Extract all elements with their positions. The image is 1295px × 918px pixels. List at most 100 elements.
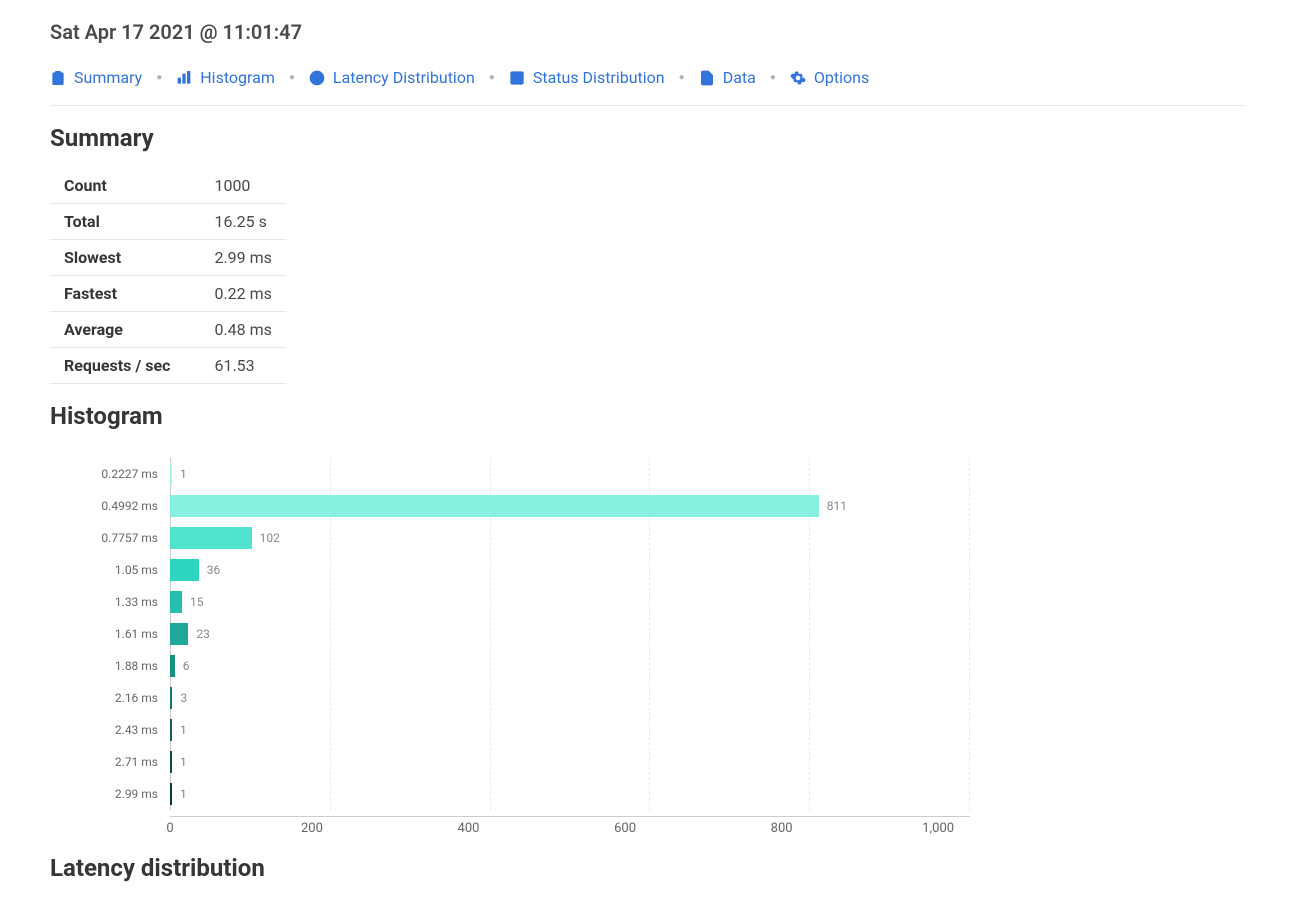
histogram-bar-row: 811 [170, 490, 970, 522]
table-row: Average0.48 ms [50, 312, 286, 348]
summary-table: Count1000Total16.25 sSlowest2.99 msFaste… [50, 168, 286, 384]
tab-options-label: Options [814, 68, 869, 87]
summary-label: Total [50, 204, 200, 240]
table-row: Total16.25 s [50, 204, 286, 240]
histogram-x-axis-wrap: 02004006008001,000 [170, 816, 970, 836]
histogram-x-tick: 200 [301, 821, 323, 836]
histogram-bar-row: 1 [170, 746, 970, 778]
histogram-bar [170, 687, 172, 709]
histogram-bar-value: 23 [196, 627, 210, 641]
histogram-bar [170, 495, 819, 517]
gear-icon [790, 70, 806, 86]
tab-options[interactable]: Options [790, 68, 869, 87]
summary-value: 16.25 s [200, 204, 285, 240]
tab-status-label: Status Distribution [533, 68, 665, 87]
tab-status[interactable]: Status Distribution [509, 68, 665, 87]
histogram-x-tick: 1,000 [922, 821, 954, 836]
histogram-bar-value: 6 [183, 659, 190, 673]
histogram-y-label: 2.99 ms [50, 778, 158, 810]
histogram-bar-row: 1 [170, 714, 970, 746]
histogram-chart: 0.2227 ms0.4992 ms0.7757 ms1.05 ms1.33 m… [50, 458, 1245, 810]
summary-value: 2.99 ms [200, 240, 285, 276]
summary-label: Average [50, 312, 200, 348]
histogram-bar-value: 36 [207, 563, 221, 577]
nav-separator: ● [770, 72, 776, 83]
summary-value: 1000 [200, 168, 285, 204]
histogram-bar-row: 15 [170, 586, 970, 618]
histogram-y-labels: 0.2227 ms0.4992 ms0.7757 ms1.05 ms1.33 m… [50, 458, 170, 810]
summary-label: Count [50, 168, 200, 204]
histogram-y-label: 2.16 ms [50, 682, 158, 714]
summary-label: Requests / sec [50, 348, 200, 384]
histogram-bar [170, 751, 172, 773]
tab-latency-label: Latency Distribution [333, 68, 475, 87]
tab-histogram-label: Histogram [200, 68, 275, 87]
histogram-bar-value: 1 [180, 755, 187, 769]
nav-tabs: Summary ● Histogram ● Latency Distributi… [50, 68, 1245, 106]
page-timestamp: Sat Apr 17 2021 @ 11:01:47 [50, 20, 1245, 44]
histogram-x-axis: 02004006008001,000 [170, 816, 970, 836]
tab-data-label: Data [723, 68, 756, 87]
histogram-bar-value: 811 [827, 499, 847, 513]
tab-summary[interactable]: Summary [50, 68, 142, 87]
summary-value: 0.48 ms [200, 312, 285, 348]
table-row: Requests / sec61.53 [50, 348, 286, 384]
clock-icon [309, 70, 325, 86]
table-row: Fastest0.22 ms [50, 276, 286, 312]
histogram-bar-row: 102 [170, 522, 970, 554]
histogram-bar-value: 1 [180, 467, 187, 481]
bar-chart-icon [176, 70, 192, 86]
nav-separator: ● [679, 72, 685, 83]
histogram-x-tick: 600 [614, 821, 636, 836]
histogram-y-label: 0.2227 ms [50, 458, 158, 490]
histogram-bar [170, 783, 172, 805]
histogram-x-tick: 400 [458, 821, 480, 836]
histogram-y-label: 1.33 ms [50, 586, 158, 618]
histogram-bar [170, 719, 172, 741]
histogram-bar [170, 463, 172, 485]
tab-data[interactable]: Data [699, 68, 756, 87]
histogram-bar [170, 655, 175, 677]
tab-latency[interactable]: Latency Distribution [309, 68, 475, 87]
histogram-bar-value: 1 [180, 723, 187, 737]
histogram-bar-value: 3 [180, 691, 187, 705]
summary-label: Fastest [50, 276, 200, 312]
histogram-plot-area: 1 811 102 36 15 23 6 3 1 1 1 [170, 458, 970, 810]
histogram-y-label: 1.88 ms [50, 650, 158, 682]
histogram-bar-value: 15 [190, 595, 204, 609]
histogram-x-tick: 800 [771, 821, 793, 836]
histogram-bar [170, 559, 199, 581]
histogram-bar-value: 102 [260, 531, 280, 545]
histogram-bars: 1 811 102 36 15 23 6 3 1 1 1 [170, 458, 970, 810]
histogram-y-label: 0.7757 ms [50, 522, 158, 554]
summary-heading: Summary [50, 124, 1245, 152]
nav-separator: ● [156, 72, 162, 83]
summary-label: Slowest [50, 240, 200, 276]
histogram-bar-row: 3 [170, 682, 970, 714]
histogram-bar [170, 527, 252, 549]
histogram-bar-row: 23 [170, 618, 970, 650]
summary-value: 0.22 ms [200, 276, 285, 312]
latency-heading: Latency distribution [50, 854, 1245, 882]
histogram-bar [170, 591, 182, 613]
file-icon [699, 70, 715, 86]
histogram-y-label: 0.4992 ms [50, 490, 158, 522]
histogram-bar-row: 1 [170, 778, 970, 810]
histogram-bar [170, 623, 188, 645]
check-square-icon [509, 70, 525, 86]
histogram-heading: Histogram [50, 402, 1245, 430]
histogram-bar-value: 1 [180, 787, 187, 801]
nav-separator: ● [289, 72, 295, 83]
histogram-y-label: 1.05 ms [50, 554, 158, 586]
tab-summary-label: Summary [74, 68, 142, 87]
table-row: Slowest2.99 ms [50, 240, 286, 276]
clipboard-icon [50, 70, 66, 86]
histogram-bar-row: 36 [170, 554, 970, 586]
nav-separator: ● [489, 72, 495, 83]
histogram-y-label: 2.71 ms [50, 746, 158, 778]
table-row: Count1000 [50, 168, 286, 204]
histogram-bar-row: 1 [170, 458, 970, 490]
histogram-y-label: 1.61 ms [50, 618, 158, 650]
histogram-x-tick: 0 [166, 821, 173, 836]
tab-histogram[interactable]: Histogram [176, 68, 275, 87]
